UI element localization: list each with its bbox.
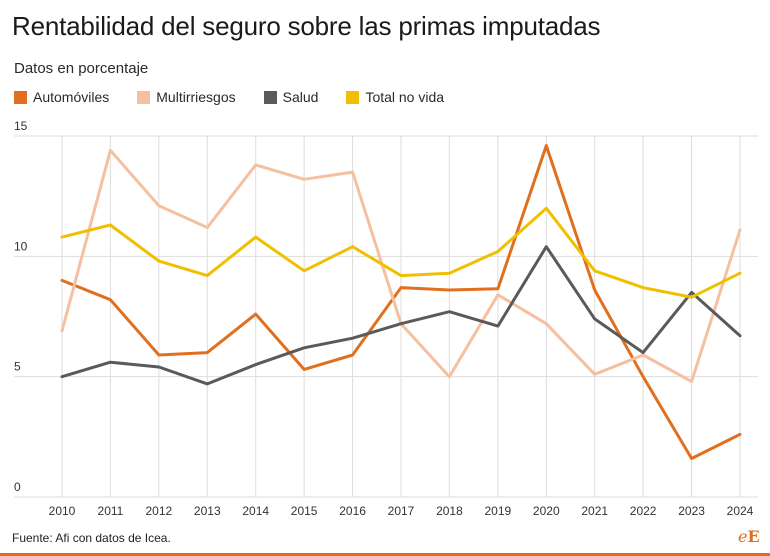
x-tick-label-2019: 2019: [485, 504, 512, 518]
legend: Automóviles Multirriesgos Salud Total no…: [14, 88, 472, 106]
series-line-total-no-vida: [60, 206, 742, 299]
logo-letter-e: e: [738, 527, 748, 546]
x-tick-label-2018: 2018: [436, 504, 463, 518]
legend-swatch-salud: [263, 90, 277, 104]
legend-label-salud: Salud: [282, 89, 319, 105]
legend-item-salud: Salud: [263, 89, 319, 105]
series-line-automoviles: [60, 144, 742, 460]
x-tick-label-2012: 2012: [146, 504, 173, 518]
legend-item-automoviles: Automóviles: [14, 89, 109, 105]
x-tick-label-2011: 2011: [98, 504, 124, 518]
series-layer: [60, 144, 742, 460]
x-tick-label-2017: 2017: [388, 504, 415, 518]
y-tick-label-10: 10: [14, 239, 28, 253]
publisher-logo: eE: [738, 527, 760, 546]
x-tick-label-2016: 2016: [339, 504, 366, 518]
legend-item-multirriesgos: Multirriesgos: [137, 89, 236, 105]
x-tick-label-2020: 2020: [533, 504, 560, 518]
legend-swatch-multirriesgos: [137, 90, 151, 104]
x-tick-label-2022: 2022: [630, 504, 657, 518]
legend-swatch-automoviles: [14, 90, 27, 104]
legend-item-total-no-vida: Total no vida: [346, 89, 444, 105]
x-tick-label-2021: 2021: [581, 504, 608, 518]
x-tick-labels: 2010 2011 2012 2013 2014 2015 2016 2017 2018 2019…: [49, 504, 754, 518]
legend-label-automoviles: Automóviles: [33, 89, 110, 105]
legend-label-multirriesgos: Multirriesgos: [156, 89, 236, 105]
chart-title: Rentabilidad del seguro sobre las primas…: [12, 11, 601, 41]
x-tick-label-2023: 2023: [678, 504, 705, 518]
x-tick-label-2010: 2010: [49, 504, 76, 518]
x-tick-label-2024: 2024: [727, 504, 754, 518]
y-tick-label-0: 0: [14, 480, 21, 494]
source-note: Fuente: Afi con datos de Icea.: [12, 531, 171, 545]
x-tick-label-2013: 2013: [194, 504, 221, 518]
bottom-accent-bar: [0, 553, 770, 556]
legend-label-total-no-vida: Total no vida: [365, 89, 445, 105]
series-line-salud: [60, 245, 742, 386]
y-tick-label-15: 15: [14, 119, 28, 133]
logo-letter-E: E: [747, 527, 760, 546]
chart-subtitle: Datos en porcentaje: [14, 60, 149, 77]
grid-layer: [14, 135, 758, 498]
x-tick-label-2014: 2014: [242, 504, 269, 518]
y-tick-label-5: 5: [14, 360, 21, 374]
x-tick-label-2015: 2015: [291, 504, 318, 518]
y-tick-labels: 0 5 10 15: [14, 119, 28, 494]
legend-swatch-total-no-vida: [346, 90, 360, 104]
